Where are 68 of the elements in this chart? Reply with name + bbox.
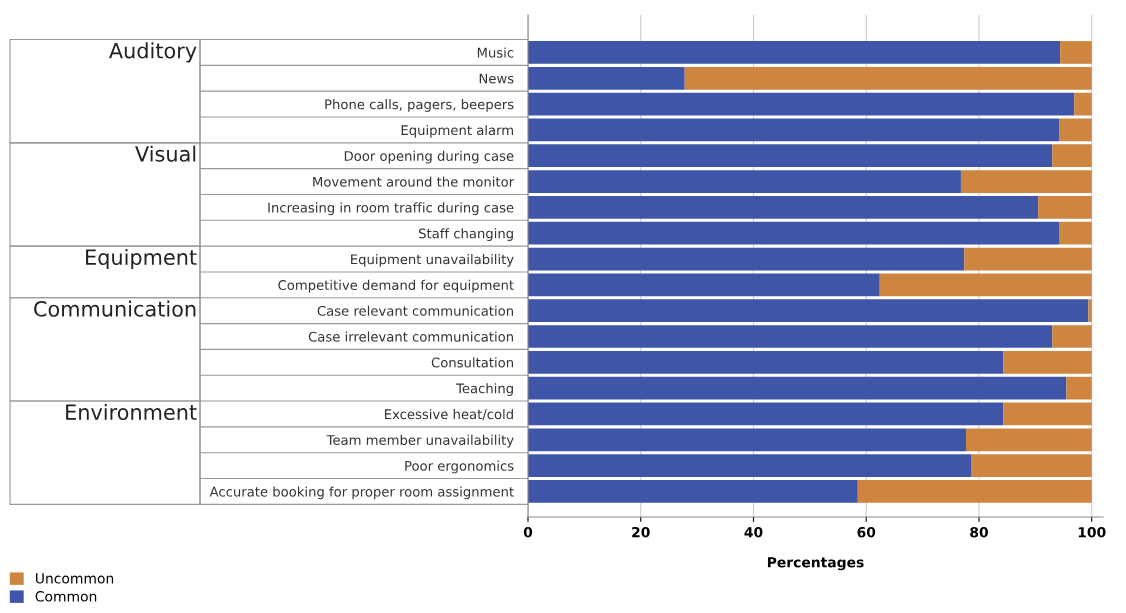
y-tick-label: Case relevant communication — [317, 305, 513, 316]
bar — [964, 247, 1092, 271]
bar — [528, 221, 1060, 245]
text: Visual — [135, 145, 196, 162]
bar — [1052, 325, 1092, 348]
x-axis-title: Percentages — [767, 557, 864, 571]
y-tick-label: Increasing in room traffic during case — [268, 202, 514, 216]
bar — [1066, 376, 1092, 400]
legend-label: Common — [35, 591, 97, 602]
y-tick-label: Case irrelevant communication — [308, 331, 513, 342]
y-tick-label: Phone calls, pagers, beepers — [325, 99, 514, 112]
bar — [1003, 350, 1092, 374]
x-tick-label: 40 — [744, 526, 763, 538]
bar — [960, 170, 1092, 193]
y-tick-label: Team member unavailability — [326, 434, 514, 448]
x-tick-label: 100 — [1078, 526, 1106, 538]
y-tick-label: Door opening during case — [344, 150, 514, 164]
y-tick-label: Equipment alarm — [401, 124, 513, 138]
bar — [684, 66, 1092, 90]
bar — [528, 196, 1039, 219]
y-tick-label: Teaching — [456, 383, 513, 396]
bar — [528, 402, 1004, 426]
bar — [1088, 299, 1092, 323]
bar — [1060, 41, 1092, 64]
text: Equipment — [86, 248, 197, 270]
bar — [966, 428, 1092, 452]
text: Environment — [66, 403, 197, 421]
bar — [528, 144, 1053, 168]
y-tick-label: News — [479, 73, 514, 84]
bar — [1052, 144, 1092, 168]
bar — [1059, 221, 1092, 245]
bar — [1059, 118, 1092, 142]
bar — [528, 273, 880, 297]
bar — [1003, 402, 1092, 426]
legend-label: Uncommon — [36, 573, 114, 584]
y-tick-label: Excessive heat/cold — [385, 408, 513, 421]
x-tick-label: 0 — [523, 526, 533, 538]
bar — [528, 118, 1060, 142]
bar — [528, 454, 972, 477]
y-tick-label: Movement around the monitor — [313, 176, 515, 187]
bar — [1038, 196, 1092, 219]
bar — [528, 350, 1004, 374]
text: Communication — [34, 300, 196, 317]
bar — [528, 170, 961, 193]
bar — [528, 480, 858, 503]
bar — [528, 247, 965, 271]
bar — [528, 299, 1089, 323]
bar — [528, 325, 1053, 348]
y-tick-label: Poor ergonomics — [405, 460, 514, 474]
y-tick-label: Consultation — [431, 357, 513, 368]
y-tick-label: Staff changing — [419, 228, 513, 241]
bar — [528, 428, 967, 452]
text: Auditory — [109, 42, 197, 63]
bar — [971, 454, 1092, 477]
bar — [528, 66, 685, 90]
x-tick-label: 80 — [970, 526, 988, 538]
x-tick-label: 20 — [632, 526, 650, 538]
bar — [1074, 92, 1092, 116]
bar — [528, 376, 1067, 400]
y-tick-label: Accurate booking for proper room assignment — [209, 486, 514, 500]
bar — [879, 273, 1092, 297]
bar — [528, 92, 1075, 116]
x-tick-label: 60 — [857, 526, 876, 538]
bar — [857, 480, 1092, 503]
y-tick-label: Music — [477, 47, 514, 58]
bar — [528, 41, 1061, 64]
y-tick-label: Equipment unavailability — [351, 254, 514, 267]
y-tick-label: Competitive demand for equipment — [278, 279, 514, 293]
